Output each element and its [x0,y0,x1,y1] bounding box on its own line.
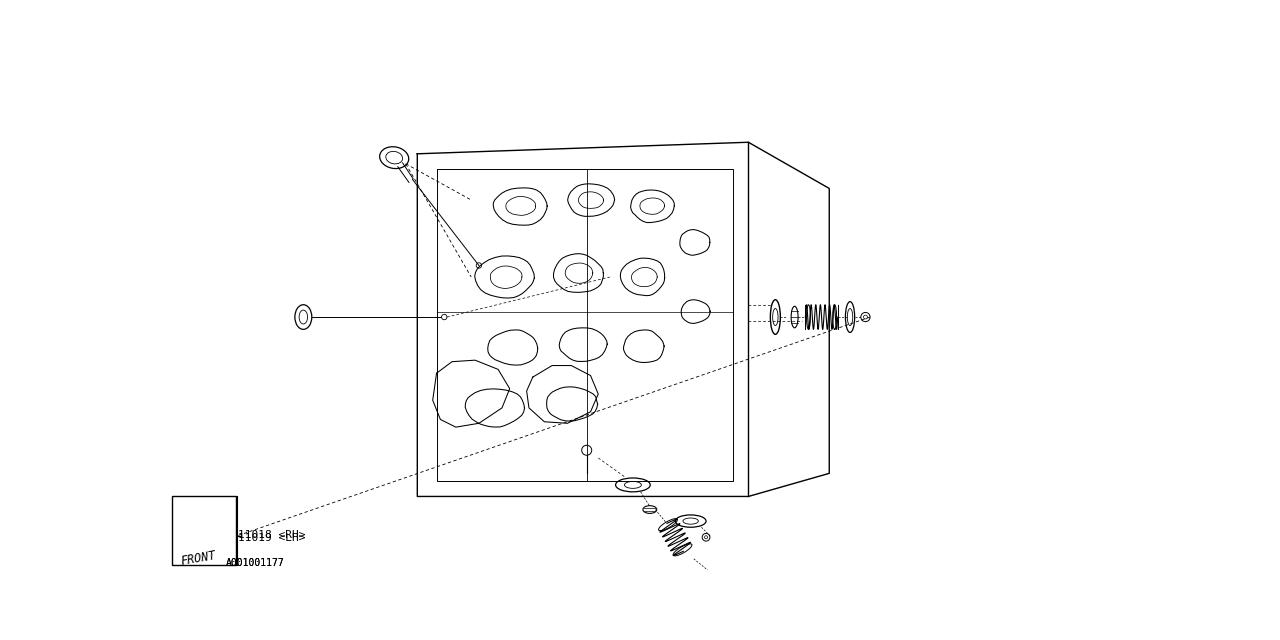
Text: 11018 <RH>: 11018 <RH> [238,529,306,540]
Text: FRONT: FRONT [179,548,218,568]
Text: A001001177: A001001177 [225,558,284,568]
Text: 11019 <LH>: 11019 <LH> [238,532,306,543]
Text: A001001177: A001001177 [225,558,284,568]
Bar [173,495,236,565]
